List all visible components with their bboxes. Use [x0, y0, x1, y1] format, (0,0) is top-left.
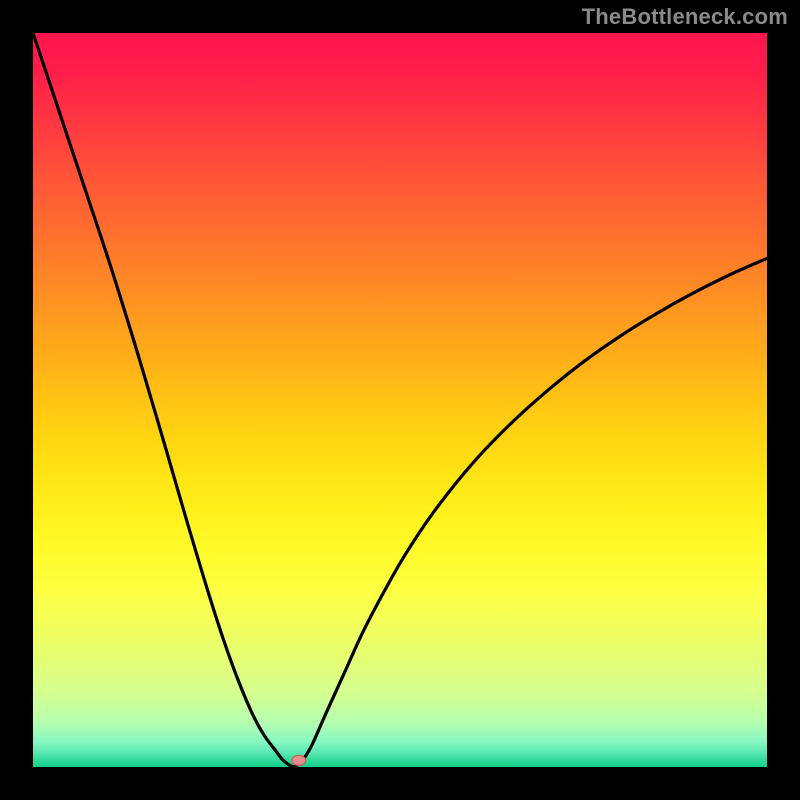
chart-frame: TheBottleneck.com — [0, 0, 800, 800]
plot-area — [33, 33, 767, 767]
gradient-background — [33, 33, 767, 767]
minimum-marker — [292, 755, 306, 765]
plot-svg — [33, 33, 767, 767]
watermark-text: TheBottleneck.com — [582, 4, 788, 30]
